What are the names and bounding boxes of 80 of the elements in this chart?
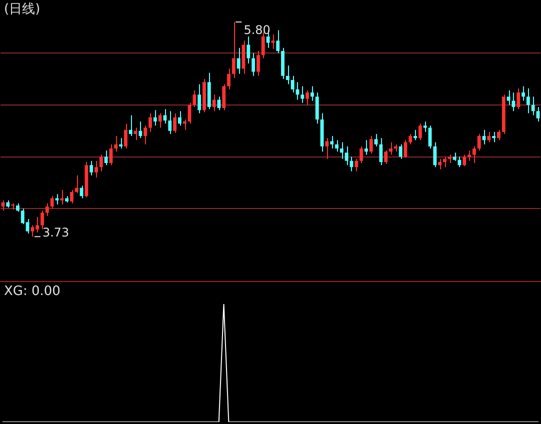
candlestick <box>74 174 78 194</box>
candlestick <box>335 140 338 152</box>
candlestick <box>158 112 162 128</box>
candlestick <box>271 34 275 50</box>
candlestick <box>398 144 402 160</box>
candlestick <box>443 156 446 168</box>
candlestick <box>70 189 74 204</box>
annotation: 5.80 <box>244 23 270 38</box>
candlestick <box>340 142 344 160</box>
candlestick <box>55 194 59 205</box>
candlestick <box>217 96 221 111</box>
candlestick <box>94 160 98 178</box>
candlestick <box>256 50 260 76</box>
candlestick <box>306 90 310 106</box>
candlestick <box>128 114 132 137</box>
candlestick <box>60 189 64 205</box>
candlestick <box>468 150 472 162</box>
candlestick <box>198 84 202 114</box>
candlestick <box>360 146 364 164</box>
candlestick <box>104 150 108 166</box>
candlestick <box>414 129 418 141</box>
candlestick <box>300 86 304 104</box>
candlestick <box>148 112 152 132</box>
candlestick <box>290 75 294 93</box>
candlestick <box>119 138 123 149</box>
candlestick <box>40 210 44 230</box>
candlestick <box>384 150 388 165</box>
candlestick <box>236 47 240 74</box>
candlestick <box>389 142 392 156</box>
candlestick <box>178 110 182 126</box>
candlestick <box>526 88 530 114</box>
candlestick <box>168 110 172 134</box>
candlestick <box>252 52 256 76</box>
candlestick <box>325 138 329 160</box>
candlestick <box>315 92 319 124</box>
candlestick <box>369 136 373 154</box>
annotation: 3.73 <box>42 226 70 240</box>
candlestick <box>144 125 148 145</box>
candlestick <box>90 160 94 176</box>
candlestick <box>512 92 516 112</box>
candlestick <box>153 110 157 126</box>
candlestick <box>227 68 230 90</box>
candlestick <box>330 136 334 149</box>
candlestick <box>246 36 250 64</box>
candlestick <box>536 106 540 122</box>
candlestick <box>522 86 525 102</box>
chart-title: XG: 0.00 <box>4 284 60 299</box>
candlestick <box>462 154 466 167</box>
candlestick <box>124 123 128 149</box>
candlestick <box>99 154 103 172</box>
candlestick <box>173 112 177 134</box>
candlestick <box>492 131 496 143</box>
candlestick <box>364 140 368 156</box>
candlestick <box>310 86 314 102</box>
candlestick <box>374 133 378 147</box>
candlestick <box>182 118 186 130</box>
candlestick <box>472 146 476 164</box>
candlestick <box>50 196 54 210</box>
candlestick <box>477 133 481 152</box>
candlestick <box>138 121 142 139</box>
candlestick <box>276 30 280 54</box>
candlestick <box>438 158 442 170</box>
candlestick <box>354 158 358 172</box>
candlestick <box>212 94 216 112</box>
candlestick <box>45 202 49 216</box>
candlestick <box>114 136 118 152</box>
candlestick <box>286 65 290 85</box>
candlestick <box>423 121 427 132</box>
candlestick <box>516 88 520 110</box>
candlestick <box>379 138 383 166</box>
candlestick <box>418 123 422 141</box>
candlestick <box>497 129 500 141</box>
candlestick <box>531 96 535 116</box>
candlestick <box>487 131 491 143</box>
candlestick <box>344 146 348 166</box>
chart-title: (日线) <box>4 2 40 17</box>
candlestick <box>222 84 226 111</box>
candlestick <box>408 133 412 145</box>
candlestick <box>232 22 236 78</box>
candlestick <box>433 142 437 168</box>
